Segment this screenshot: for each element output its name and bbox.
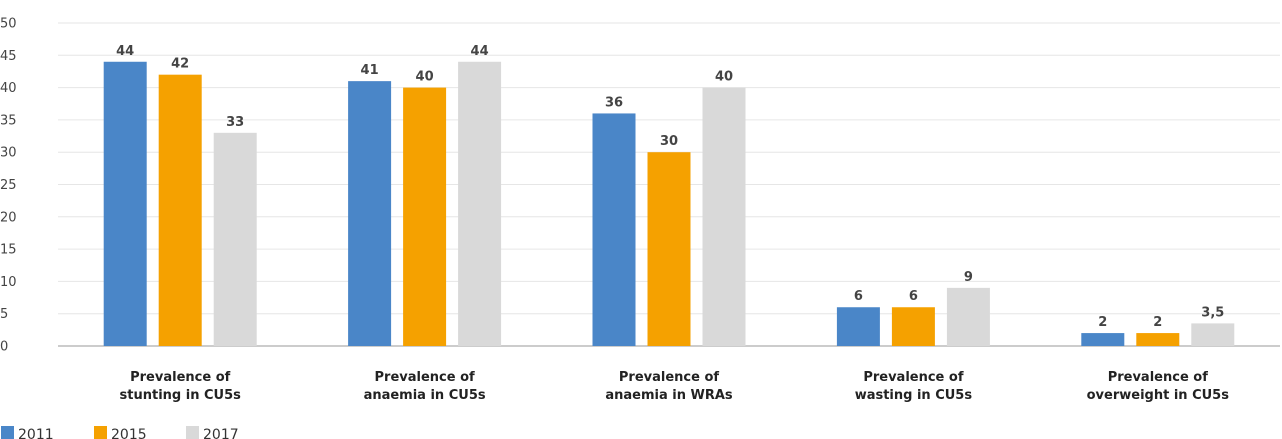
data-label: 3,5 xyxy=(1201,305,1224,320)
data-label: 9 xyxy=(964,270,973,285)
data-label: 40 xyxy=(715,70,733,85)
y-tick-label: 15 xyxy=(0,243,17,258)
y-tick-label: 20 xyxy=(0,210,17,225)
legend-label: 2011 xyxy=(18,427,54,439)
legend-swatch-2011 xyxy=(1,426,14,439)
y-tick-label: 50 xyxy=(0,17,17,32)
y-tick-label: 30 xyxy=(0,146,17,161)
bar-2011 xyxy=(836,307,880,346)
x-category-label: Prevalence of xyxy=(1108,370,1209,385)
legend: 2011 2015 2017 xyxy=(1,426,239,439)
y-tick-label: 35 xyxy=(0,113,17,128)
x-category-label: anaemia in WRAs xyxy=(605,388,733,403)
bar-2015 xyxy=(158,74,202,347)
bar-2011 xyxy=(592,113,636,346)
y-tick-label: 45 xyxy=(0,49,17,64)
data-label: 44 xyxy=(116,44,134,59)
data-label: 40 xyxy=(416,70,434,85)
bar-2015 xyxy=(891,307,935,346)
data-label: 6 xyxy=(854,289,863,304)
bar-2011 xyxy=(1081,333,1125,346)
legend-swatch-2017 xyxy=(186,426,199,439)
data-label: 44 xyxy=(471,44,489,59)
data-label: 2 xyxy=(1098,315,1107,330)
x-category-label: Prevalence of xyxy=(375,370,476,385)
x-category-label: wasting in CU5s xyxy=(855,388,973,403)
bar-2017 xyxy=(702,87,746,346)
y-tick-label: 40 xyxy=(0,81,17,96)
y-tick-label: 10 xyxy=(0,275,17,290)
bars xyxy=(103,61,1235,347)
data-label: 30 xyxy=(660,134,678,149)
data-label: 41 xyxy=(361,63,379,78)
data-label: 6 xyxy=(909,289,918,304)
data-labels: 44 42 33 41 40 44 36 30 40 6 6 9 2 2 3,5 xyxy=(116,44,1224,330)
y-tick-label: 25 xyxy=(0,178,17,193)
bar-2011 xyxy=(348,81,392,346)
data-label: 2 xyxy=(1153,315,1162,330)
x-category-label: stunting in CU5s xyxy=(120,388,242,403)
legend-label: 2015 xyxy=(111,427,147,439)
data-label: 42 xyxy=(171,57,189,72)
y-tick-label: 5 xyxy=(0,307,8,322)
bar-2015 xyxy=(647,152,691,346)
bar-2017 xyxy=(946,287,990,346)
bar-2011 xyxy=(103,61,147,346)
bar-2015 xyxy=(403,87,447,346)
legend-swatch-2015 xyxy=(94,426,107,439)
bar-2015 xyxy=(1136,333,1180,346)
bar-2017 xyxy=(1191,323,1235,346)
data-label: 36 xyxy=(605,95,623,110)
legend-label: 2017 xyxy=(203,427,239,439)
y-axis: 0 5 10 15 20 25 30 35 40 45 50 xyxy=(0,17,17,355)
x-category-label: Prevalence of xyxy=(130,370,231,385)
bar-2017 xyxy=(213,132,257,346)
data-label: 33 xyxy=(226,115,244,130)
x-category-label: overweight in CU5s xyxy=(1087,388,1230,403)
bar-2017 xyxy=(458,61,502,346)
x-category-label: anaemia in CU5s xyxy=(364,388,486,403)
y-tick-label: 0 xyxy=(0,340,8,355)
x-category-label: Prevalence of xyxy=(619,370,720,385)
x-axis: Prevalence of stunting in CU5s Prevalence … xyxy=(120,370,1230,403)
x-category-label: Prevalence of xyxy=(863,370,964,385)
